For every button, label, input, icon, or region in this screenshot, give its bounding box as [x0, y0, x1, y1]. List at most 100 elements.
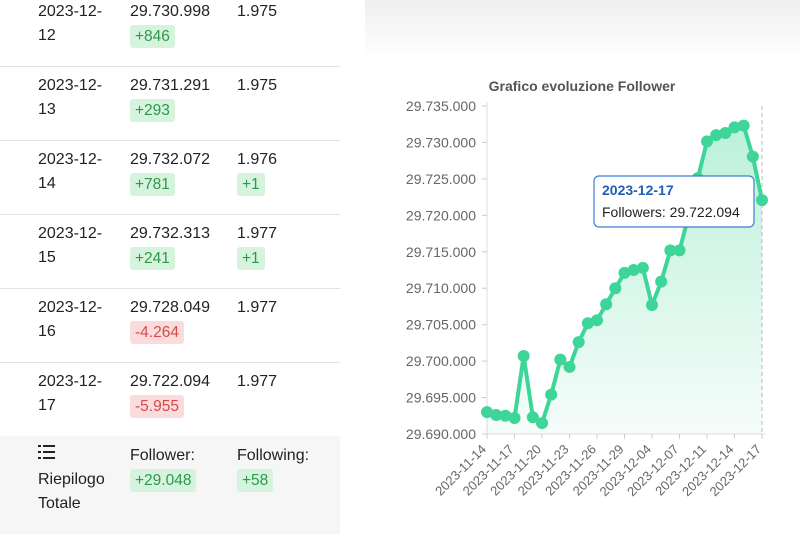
point — [490, 409, 503, 422]
point — [737, 119, 750, 132]
following: 1.977 — [237, 299, 278, 316]
y-tick-label: 29.700.000 — [406, 353, 476, 369]
table-row: 2023-12-15 29.732.313 +241 1.977 +1 — [0, 214, 340, 289]
stats-table: 2023-12-12 29.730.998 +846 1.975 2023-12-13 2… — [0, 0, 340, 534]
followers-cell: 29.732.072 +781 — [130, 148, 210, 197]
summary-following-label: Following: — [237, 447, 310, 464]
chart-panel: Grafico evoluzione Follower 29.690.000 29… — [365, 0, 800, 534]
following: 1.975 — [237, 3, 278, 20]
chart-title: Grafico evoluzione Follower — [489, 78, 676, 94]
followers: 29.732.072 — [130, 151, 211, 168]
point — [526, 411, 539, 424]
followers-cell: 29.728.049 -4.264 — [130, 296, 210, 345]
point — [545, 388, 558, 401]
table-row: 2023-12-14 29.732.072 +781 1.976 +1 — [0, 140, 340, 215]
table-row: 2023-12-17 29.722.094 -5.955 1.977 — [0, 362, 340, 437]
point — [499, 409, 512, 422]
y-tick-label: 29.725.000 — [406, 171, 476, 187]
following-cell: 1.977 +1 — [237, 222, 277, 271]
point — [655, 275, 668, 288]
point — [554, 353, 567, 366]
followers-change: +781 — [130, 173, 175, 196]
following: 1.977 — [237, 225, 278, 242]
date: 2023-12-16 — [38, 299, 103, 340]
summary-follower-change: +29.048 — [130, 469, 197, 492]
followers-cell: 29.730.998 +846 — [130, 0, 210, 49]
point — [572, 336, 585, 349]
point — [646, 298, 658, 311]
following-cell: 1.975 — [237, 0, 277, 24]
summary-follower-label: Follower: — [130, 447, 195, 464]
followers: 29.730.998 — [130, 3, 211, 20]
followers-change: +241 — [130, 247, 175, 270]
point — [673, 244, 686, 257]
point — [719, 127, 732, 140]
following-change: +1 — [237, 247, 265, 270]
y-tick-label: 29.690.000 — [406, 426, 476, 442]
point — [746, 150, 759, 163]
followers-cell: 29.732.313 +241 — [130, 222, 210, 271]
followers-cell: 29.731.291 +293 — [130, 74, 210, 123]
summary-following: Following: +58 — [237, 444, 309, 493]
chart: Grafico evoluzione Follower 29.690.000 29… — [375, 60, 800, 534]
point — [609, 282, 622, 295]
followers: 29.732.313 — [130, 225, 211, 242]
point — [728, 121, 741, 134]
y-tick-label: 29.720.000 — [406, 207, 476, 223]
point — [591, 314, 603, 327]
summary-label-cell: Riepilogo Totale — [38, 444, 118, 516]
point — [517, 350, 530, 363]
point — [481, 406, 493, 419]
following-cell: 1.976 +1 — [237, 148, 277, 197]
tooltip-label: Followers: 29.722.094 — [602, 204, 740, 220]
tooltip-title: 2023-12-17 — [602, 182, 674, 198]
following-cell: 1.975 — [237, 74, 277, 98]
tooltip-box — [593, 175, 755, 228]
y-tick-label: 29.695.000 — [406, 390, 476, 406]
y-tick-label: 29.715.000 — [406, 244, 476, 260]
point — [664, 244, 677, 257]
following: 1.977 — [237, 373, 278, 390]
summary-label: Riepilogo Totale — [38, 471, 105, 512]
followers-change: +293 — [130, 99, 175, 122]
y-tick-label: 29.735.000 — [406, 98, 476, 114]
point — [627, 264, 640, 276]
followers-cell: 29.722.094 -5.955 — [130, 370, 210, 419]
y-tick-label: 29.705.000 — [406, 317, 476, 333]
y-tick-label: 29.730.000 — [406, 134, 476, 150]
following: 1.976 — [237, 151, 278, 168]
following: 1.975 — [237, 77, 278, 94]
summary-following-change: +58 — [237, 469, 274, 492]
point — [710, 129, 723, 142]
date: 2023-12-15 — [38, 225, 103, 266]
date: 2023-12-12 — [38, 3, 103, 44]
followers-change: +846 — [130, 25, 175, 48]
point — [600, 298, 613, 311]
point — [636, 261, 649, 274]
point — [701, 135, 713, 148]
point — [508, 411, 521, 424]
followers-change: -4.264 — [130, 321, 184, 344]
followers: 29.731.291 — [130, 77, 211, 94]
point — [756, 194, 768, 207]
followers: 29.728.049 — [130, 299, 211, 316]
point — [581, 317, 594, 330]
summary-row: Riepilogo Totale Follower: +29.048 Followin… — [0, 436, 340, 534]
tooltip: 2023-12-17 Followers: 29.722.094 — [593, 175, 755, 228]
point — [563, 360, 576, 373]
table-row: 2023-12-13 29.731.291 +293 1.975 — [0, 66, 340, 141]
following-cell: 1.977 — [237, 370, 277, 394]
followers: 29.722.094 — [130, 373, 211, 390]
summary-follower: Follower: +29.048 — [130, 444, 197, 493]
point — [536, 417, 548, 430]
gutter — [340, 0, 365, 534]
followers-change: -5.955 — [130, 395, 184, 418]
date: 2023-12-14 — [38, 151, 103, 192]
date: 2023-12-17 — [38, 373, 103, 414]
point — [618, 266, 631, 279]
table-row: 2023-12-16 29.728.049 -4.264 1.977 — [0, 288, 340, 363]
y-tick-label: 29.710.000 — [406, 280, 476, 296]
date: 2023-12-13 — [38, 77, 103, 118]
following-cell: 1.977 — [237, 296, 277, 320]
